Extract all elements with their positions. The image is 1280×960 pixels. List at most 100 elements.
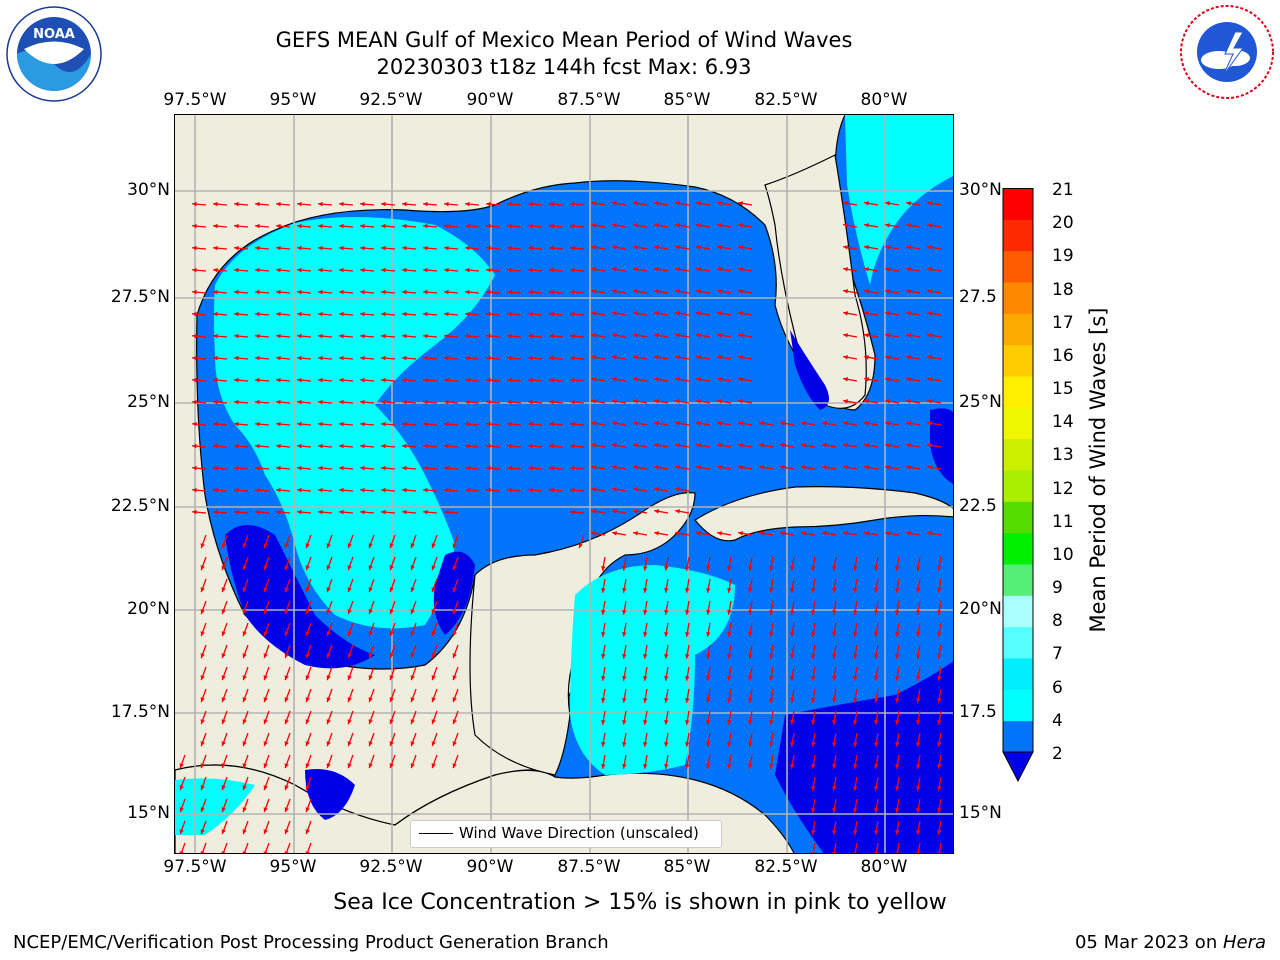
wind-wave-arrowhead <box>843 245 848 250</box>
wind-wave-arrowhead <box>263 565 268 571</box>
wind-wave-arrowhead <box>305 741 310 747</box>
lat-tick: 30°N <box>959 180 1002 200</box>
wind-wave-arrowhead <box>717 355 722 360</box>
wind-wave-arrowhead <box>549 487 554 493</box>
lon-tick: 82.5°W <box>754 90 818 110</box>
wind-wave-arrowhead <box>633 399 638 404</box>
wind-wave-arrowhead <box>654 267 659 272</box>
wind-wave-arrowhead <box>192 311 197 317</box>
wind-wave-arrowhead <box>832 720 837 725</box>
wind-wave-arrowhead <box>465 201 470 207</box>
wind-wave-arrowhead <box>360 355 365 361</box>
wind-wave-arrowhead <box>305 697 310 703</box>
wind-wave-arrowhead <box>937 632 942 637</box>
wind-wave-arrowhead <box>297 487 302 493</box>
wind-wave-arrowhead <box>452 741 457 747</box>
wind-wave-arrow <box>875 842 879 853</box>
wind-wave-arrowhead <box>318 509 323 515</box>
wind-wave-arrowhead <box>444 465 449 471</box>
wind-wave-arrowhead <box>643 610 648 615</box>
wind-wave-arrowhead <box>410 675 415 681</box>
wind-wave-arrowhead <box>276 289 281 295</box>
wind-wave-arrowhead <box>326 719 331 725</box>
wind-wave-arrowhead <box>916 830 921 835</box>
wind-wave-arrowhead <box>263 851 268 853</box>
wind-wave-arrowhead <box>759 531 764 536</box>
lon-tick: 97.5°W <box>163 90 227 110</box>
wind-wave-arrowhead <box>675 245 680 250</box>
wind-wave-arrowhead <box>360 377 365 383</box>
wind-wave-arrowhead <box>381 509 386 515</box>
wind-wave-arrowhead <box>347 763 352 769</box>
wind-wave-arrowhead <box>906 333 911 338</box>
wind-wave-arrowhead <box>234 509 239 515</box>
wind-wave-arrowhead <box>874 654 879 659</box>
wind-wave-arrowhead <box>318 377 323 383</box>
region-below-2-yucatan <box>433 551 475 635</box>
wind-wave-arrowhead <box>622 610 627 615</box>
wind-wave-arrowhead <box>389 653 394 659</box>
yucatan-land <box>469 492 696 776</box>
wind-wave-arrowhead <box>769 566 774 571</box>
wind-wave-arrowhead <box>769 610 774 615</box>
wind-wave-arrowhead <box>696 311 701 316</box>
wind-wave-arrowhead <box>549 267 554 273</box>
wind-wave-arrowhead <box>738 531 743 536</box>
wind-wave-arrowhead <box>410 697 415 703</box>
wind-wave-arrowhead <box>549 201 554 207</box>
wind-wave-arrowhead <box>263 543 268 549</box>
wind-wave-arrowhead <box>727 764 732 769</box>
wind-wave-arrowhead <box>570 355 575 361</box>
wind-wave-arrowhead <box>885 421 890 426</box>
wind-wave-arrowhead <box>675 289 680 294</box>
wind-wave-arrowhead <box>410 653 415 659</box>
wind-wave-arrowhead <box>213 465 218 471</box>
wind-wave-arrowhead <box>284 653 289 659</box>
wind-wave-arrowhead <box>549 377 554 383</box>
wind-wave-arrowhead <box>895 764 900 769</box>
wind-wave-arrowhead <box>507 399 512 405</box>
wind-wave-arrowhead <box>769 742 774 747</box>
wind-wave-arrowhead <box>654 443 659 448</box>
wind-wave-arrowhead <box>339 377 344 383</box>
wind-wave-arrowhead <box>622 566 627 571</box>
wind-wave-arrowhead <box>811 588 816 593</box>
wind-wave-arrowhead <box>389 741 394 747</box>
wind-wave-arrowhead <box>431 719 436 725</box>
wind-wave-arrowhead <box>811 720 816 725</box>
wind-wave-arrowhead <box>769 654 774 659</box>
wind-wave-arrowhead <box>790 654 795 659</box>
wind-wave-arrowhead <box>685 676 690 681</box>
wind-wave-arrowhead <box>927 289 932 294</box>
wind-wave-arrowhead <box>368 609 373 615</box>
wind-wave-arrowhead <box>263 697 268 703</box>
legend-label: Wind Wave Direction (unscaled) <box>459 824 699 842</box>
colorbar-swatch <box>1003 470 1033 502</box>
wind-wave-arrow <box>285 842 291 853</box>
wind-wave-arrowhead <box>381 399 386 405</box>
footer-left: NCEP/EMC/Verification Post Processing Pr… <box>13 932 609 953</box>
wind-wave-arrowhead <box>790 742 795 747</box>
footer-date: 05 Mar 2023 on <box>1074 932 1223 953</box>
wind-wave-arrowhead <box>601 610 606 615</box>
wind-wave-arrowhead <box>832 698 837 703</box>
wind-wave-arrowhead <box>790 764 795 769</box>
wind-wave-arrowhead <box>255 311 260 317</box>
wind-wave-arrowhead <box>402 421 407 427</box>
wind-wave-arrowhead <box>179 829 184 835</box>
wind-wave-arrowhead <box>423 311 428 317</box>
wind-wave-arrowhead <box>780 421 785 426</box>
wind-wave-arrowhead <box>234 443 239 449</box>
wind-wave-arrowhead <box>906 465 911 470</box>
wind-wave-arrowhead <box>612 245 617 250</box>
colorbar-tick-label: 8 <box>1052 611 1063 632</box>
wind-wave-arrowhead <box>507 333 512 339</box>
wind-wave-arrowhead <box>192 333 197 339</box>
wind-wave-arrowhead <box>885 311 890 316</box>
wind-wave-arrowhead <box>822 443 827 448</box>
wind-wave-arrowhead <box>276 355 281 361</box>
wind-wave-arrowhead <box>255 333 260 339</box>
wind-wave-arrowhead <box>444 355 449 361</box>
wind-wave-arrowhead <box>696 267 701 272</box>
wind-wave-arrowhead <box>864 267 869 272</box>
